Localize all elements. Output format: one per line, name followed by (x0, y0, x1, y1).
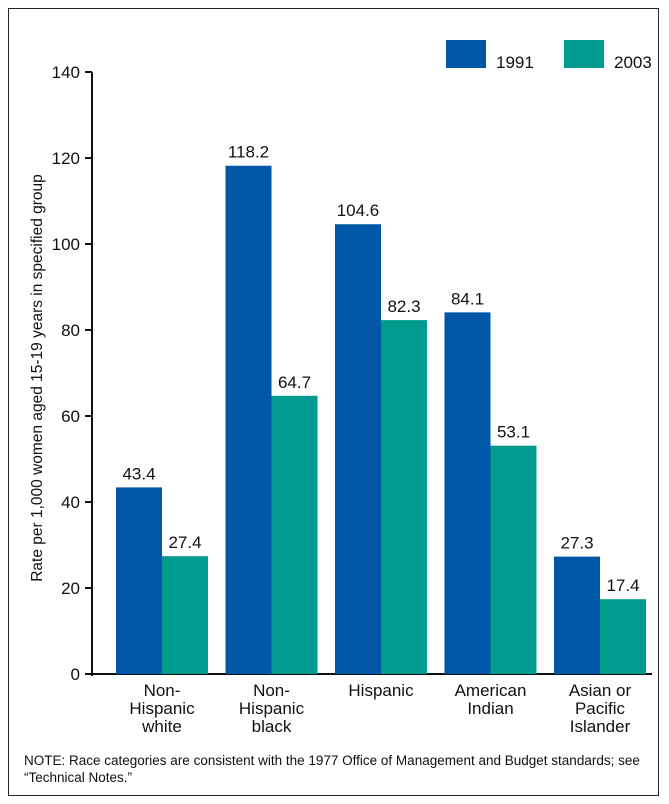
x-tick-label: Hispanic (239, 699, 305, 718)
bar-2003-2 (381, 320, 427, 674)
x-tick-label: Pacific (575, 699, 626, 718)
x-tick-label: Asian or (569, 681, 632, 700)
x-tick-label: Indian (467, 699, 513, 718)
data-label: 17.4 (606, 576, 639, 595)
x-tick-label: Hispanic (348, 681, 414, 700)
y-tick-label: 0 (71, 665, 80, 684)
footnote: NOTE: Race categories are consistent wit… (24, 753, 640, 785)
data-label: 104.6 (337, 201, 380, 220)
data-label: 82.3 (387, 297, 420, 316)
y-tick-label: 140 (52, 63, 80, 82)
legend-label: 2003 (614, 53, 652, 72)
y-tick-label: 20 (61, 579, 80, 598)
data-label: 27.3 (560, 534, 593, 553)
data-label: 118.2 (228, 143, 269, 162)
bar-1991-4 (554, 556, 600, 674)
data-label: 53.1 (497, 423, 530, 442)
bar-2003-4 (600, 599, 646, 674)
bar-1991-3 (444, 312, 491, 674)
x-tick-label: white (141, 717, 182, 736)
bar-1991-1 (225, 165, 272, 675)
x-tick-label: Non- (253, 681, 290, 700)
y-tick-label: 100 (52, 235, 80, 254)
x-tick-label: Hispanic (129, 699, 195, 718)
x-tick-label: black (252, 717, 292, 736)
y-axis-title: Rate per 1,000 women aged 15-19 years in… (29, 174, 46, 582)
x-tick-label: American (455, 681, 527, 700)
x-tick-label: Islander (570, 717, 631, 736)
x-tick-label: Non- (144, 681, 181, 700)
legend-label: 1991 (496, 53, 534, 72)
bar-1991-2 (335, 224, 381, 674)
figure-frame (8, 8, 659, 796)
bar-1991-0 (116, 487, 162, 674)
bar-2003-3 (490, 445, 537, 674)
bar-2003-0 (162, 556, 208, 674)
legend-swatch-2003 (564, 40, 604, 68)
data-label: 64.7 (278, 373, 311, 392)
data-label: 27.4 (168, 533, 201, 552)
y-tick-label: 120 (52, 149, 80, 168)
y-tick-label: 40 (61, 493, 80, 512)
data-label: 43.4 (122, 464, 155, 483)
y-tick-label: 60 (61, 407, 80, 426)
bar-2003-1 (271, 395, 318, 674)
legend-swatch-1991 (446, 40, 486, 68)
data-label: 84.1 (451, 289, 484, 308)
y-tick-label: 80 (61, 321, 80, 340)
